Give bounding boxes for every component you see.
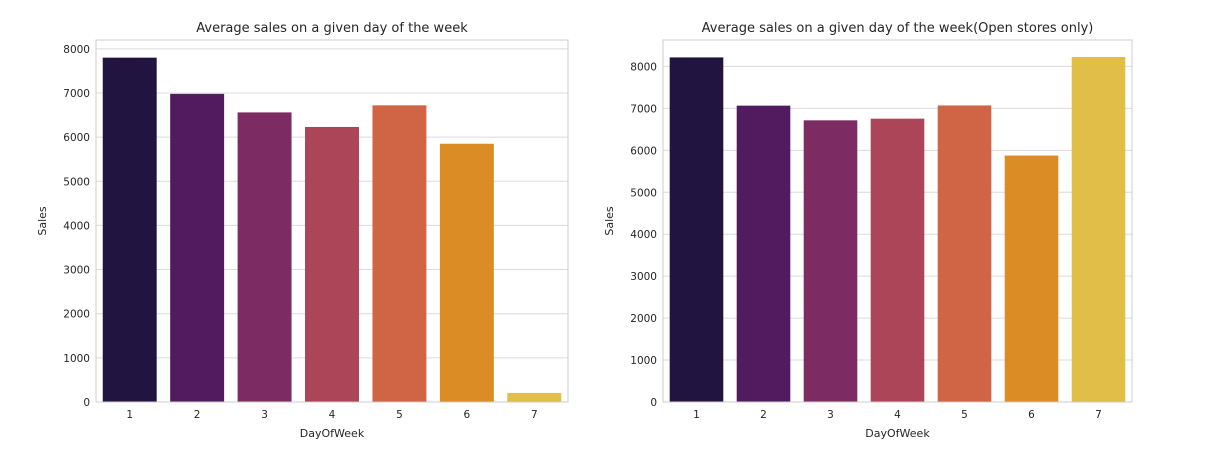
y-tick-label: 5000 — [63, 176, 90, 188]
bar-4 — [305, 126, 359, 402]
x-tick-label: 2 — [194, 409, 201, 421]
chart-1: 0 1000 2000 3000 4000 5000 6000 7000 8000 1 2 3 4 5 6 7… — [36, 21, 569, 440]
x-axis-label: DayOfWeek — [300, 427, 365, 440]
chart-title: Average sales on a given day of the week — [196, 21, 468, 36]
bar-4 — [870, 118, 925, 402]
y-tick-label: 5000 — [630, 187, 657, 199]
bar-7 — [507, 392, 562, 402]
x-tick-label: 5 — [961, 409, 968, 421]
y-axis-label: Sales — [36, 206, 49, 236]
y-tick-label: 4000 — [63, 220, 90, 232]
bar-3 — [237, 112, 292, 403]
bar-7 — [1071, 56, 1126, 403]
x-tick-label: 6 — [464, 409, 471, 421]
y-tick-label: 6000 — [630, 145, 657, 157]
bar-6 — [1004, 155, 1059, 402]
bar-1 — [669, 57, 724, 403]
bar-6 — [439, 143, 494, 402]
bar-2 — [170, 93, 225, 403]
chart-title: Average sales on a given day of the week… — [702, 21, 1094, 36]
y-axis-label: Sales — [603, 206, 616, 236]
chart-2: 0 1000 2000 3000 4000 5000 6000 7000 8000 1 2 3 4 5 6 7… — [603, 21, 1133, 440]
y-tick-label: 7000 — [63, 88, 90, 100]
x-tick-label: 6 — [1028, 409, 1035, 421]
x-tick-label: 4 — [894, 409, 901, 421]
x-tick-label: 1 — [126, 409, 133, 421]
x-tick-label: 4 — [329, 409, 336, 421]
y-tick-label: 2000 — [630, 313, 657, 325]
y-tick-label: 3000 — [630, 271, 657, 283]
y-tick-label: 1000 — [63, 353, 90, 365]
x-tick-label: 7 — [1095, 409, 1102, 421]
bar-3 — [803, 120, 858, 402]
x-tick-label: 7 — [531, 409, 538, 421]
y-tick-label: 8000 — [630, 61, 657, 73]
x-tick-label: 2 — [760, 409, 767, 421]
x-axis-label: DayOfWeek — [865, 427, 930, 440]
plot-frame — [95, 39, 569, 403]
bar-2 — [736, 105, 791, 403]
x-tick-label: 3 — [261, 409, 268, 421]
x-tick-label: 5 — [396, 409, 403, 421]
y-tick-label: 3000 — [63, 265, 90, 277]
bar-5 — [372, 105, 427, 403]
bar-1 — [102, 57, 157, 402]
plot-frame — [662, 39, 1133, 403]
bar-5 — [937, 105, 992, 402]
y-tick-label: 1000 — [630, 355, 657, 367]
y-tick-label: 4000 — [630, 229, 657, 241]
y-tick-label: 6000 — [63, 132, 90, 144]
y-tick-label: 0 — [83, 397, 90, 409]
y-tick-label: 0 — [650, 397, 657, 409]
x-tick-label: 1 — [693, 409, 700, 421]
y-tick-label: 8000 — [63, 44, 90, 56]
x-tick-label: 3 — [827, 409, 834, 421]
y-tick-label: 2000 — [63, 309, 90, 321]
y-tick-label: 7000 — [630, 103, 657, 115]
